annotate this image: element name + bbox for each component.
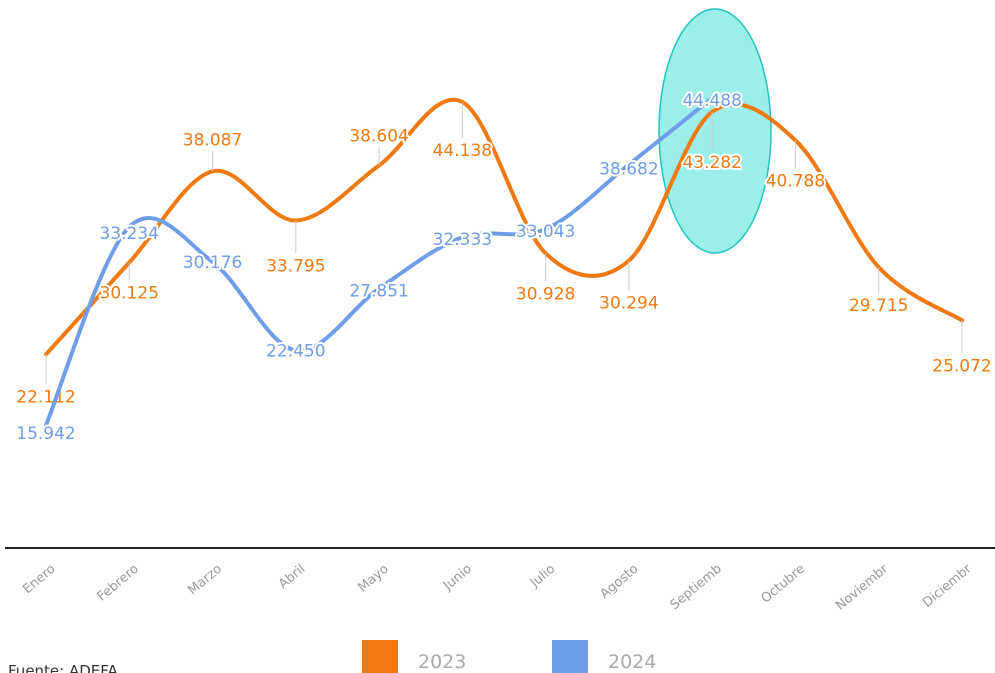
legend-label: 2024: [608, 651, 656, 673]
x-tick-label: Abril: [276, 562, 308, 593]
x-tick-label: Octubre: [759, 562, 809, 607]
x-tick-label: Julio: [527, 562, 558, 592]
x-tick-label: Enero: [20, 562, 58, 598]
legend-swatch: [552, 640, 588, 673]
x-tick-label: Junio: [440, 562, 475, 595]
data-label: 30.176: [183, 253, 242, 273]
series-line: [44, 97, 964, 357]
data-label: 44.488: [682, 91, 741, 111]
data-label: 30.294: [599, 294, 658, 314]
series-line: [44, 96, 715, 427]
data-label: 30.125: [100, 284, 159, 304]
data-label: 22.112: [16, 387, 75, 407]
data-label: 33.234: [100, 224, 159, 244]
data-label: 27.851: [349, 282, 408, 302]
data-label: 38.682: [599, 160, 658, 180]
series: 15.942 33.234 30.176 22.450 27.851 32.333 33.0…: [14, 89, 744, 446]
x-tick-label: Septiemb: [668, 562, 725, 613]
highlight: [658, 8, 772, 254]
legend-label: 2023: [418, 651, 466, 673]
data-label: 25.072: [932, 356, 991, 376]
x-tick-label: Diciembr: [920, 561, 975, 611]
data-label: 15.942: [16, 424, 75, 444]
data-label: 33.043: [516, 222, 575, 242]
x-tick-label: Marzo: [185, 562, 225, 599]
x-tick-label: Mayo: [355, 562, 391, 596]
data-label: 33.795: [266, 256, 325, 276]
x-tick-label: Agosto: [597, 562, 641, 602]
data-label: 38.087: [183, 130, 242, 150]
series: 22.112 30.125 38.087 33.795 38.604 44.138 30.9…: [14, 97, 994, 409]
data-label: 22.450: [266, 341, 325, 361]
legend-swatch: [362, 640, 398, 673]
x-tick-label: Febrero: [95, 562, 142, 605]
data-label: 30.928: [516, 284, 575, 304]
data-label: 29.715: [849, 296, 908, 316]
x-tick-label: Noviembr: [833, 561, 892, 614]
data-label: 43.282: [682, 153, 741, 173]
data-label: 44.138: [433, 141, 492, 161]
data-label: 32.333: [433, 230, 492, 250]
data-label: 38.604: [349, 126, 408, 146]
data-label: 40.788: [766, 171, 825, 191]
source: Fuente: ADEFA: [8, 662, 119, 673]
